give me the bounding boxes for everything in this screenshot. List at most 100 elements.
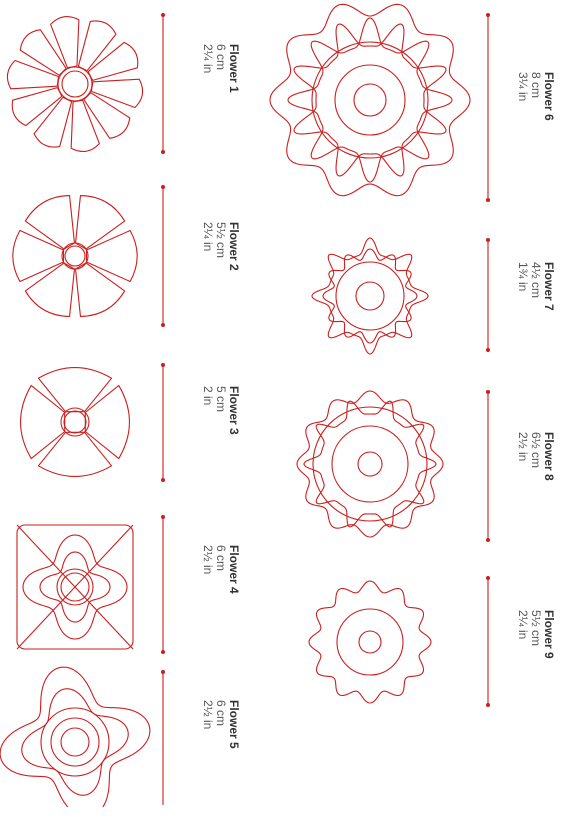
- petal: [90, 78, 144, 109]
- flower-7-label: Flower 7 4½ cm 1¾ in: [516, 262, 556, 402]
- flower-size-in: 2½ in: [201, 700, 215, 730]
- flower-3-shape: [20, 367, 130, 477]
- center-circle: [60, 572, 90, 602]
- petal: [37, 431, 113, 477]
- outer-lobe-shape: [0, 666, 151, 807]
- center-circle: [64, 245, 86, 267]
- flower-3-scale-bar: [161, 363, 165, 482]
- center-circle: [61, 70, 89, 98]
- ring-outer: [311, 41, 429, 159]
- petal: [50, 15, 80, 69]
- flower-size-in: 2½ in: [516, 432, 530, 462]
- flower-size-in: 2 in: [201, 386, 215, 406]
- center-ring: [61, 242, 89, 270]
- flower-name: Flower 3: [227, 386, 241, 435]
- flower-7-scale-bar: [486, 238, 490, 352]
- diagonal: [16, 524, 134, 650]
- petal: [85, 229, 138, 283]
- flower-3-label: Flower 3 5 cm 2 in: [201, 386, 241, 526]
- flower-size-in: 2¼ in: [201, 44, 215, 74]
- ring-middle: [334, 64, 406, 136]
- flower-1-label: Flower 1 6 cm 2¼ in: [201, 44, 241, 184]
- pointed-petal-layer: [287, 17, 453, 183]
- flower-2-shape: [12, 194, 138, 318]
- flower-1-scale-bar: [161, 13, 165, 154]
- outer-wavy-edge: [269, 3, 471, 197]
- petal: [12, 229, 65, 283]
- petal: [19, 29, 67, 76]
- flower-name: Flower 1: [227, 44, 241, 93]
- ring-middle: [331, 425, 409, 503]
- center-circle: [357, 451, 383, 477]
- flower-size-in: 1¾ in: [516, 262, 530, 292]
- flower-7-shape: [311, 237, 429, 355]
- petal: [33, 96, 73, 148]
- flower-name: Flower 6: [542, 72, 556, 121]
- center-ring: [60, 407, 90, 437]
- flower-size-cm: 6 cm: [214, 700, 228, 727]
- flower-size-cm: 5½ cm: [529, 610, 543, 647]
- flower-8-label: Flower 8 6½ cm 2½ in: [516, 432, 556, 572]
- flower-name: Flower 7: [542, 262, 556, 311]
- flower-name: Flower 9: [542, 610, 556, 659]
- center-circle: [353, 83, 387, 117]
- flower-8-shape: [296, 390, 444, 538]
- flower-size-cm: 6½ cm: [529, 432, 543, 469]
- flower-5-shape: [0, 666, 151, 807]
- outer-pointed-edge: [311, 237, 429, 355]
- ring-outer: [312, 406, 428, 522]
- center-circle: [63, 410, 87, 434]
- flower-size-cm: 4½ cm: [529, 262, 543, 299]
- petal: [24, 262, 76, 318]
- flower-name: Flower 5: [227, 700, 241, 749]
- flower-size-cm: 6 cm: [214, 44, 228, 71]
- flower-size-cm: 5½ cm: [214, 222, 228, 259]
- flower-9-scale-bar: [486, 576, 490, 707]
- ring-middle: [50, 717, 100, 767]
- flower-8-scale-bar: [486, 390, 490, 542]
- flower-1-shape: [6, 15, 144, 153]
- flower-name: Flower 2: [227, 222, 241, 271]
- flower-4-label: Flower 4 6 cm 2½ in: [201, 545, 241, 685]
- ring-outer: [40, 707, 110, 777]
- center-circle: [358, 630, 382, 654]
- wavy-layer: [322, 248, 418, 344]
- flower-size-in: 3¼ in: [516, 72, 530, 102]
- inner-lobed-shape: [39, 551, 111, 623]
- petal: [87, 41, 139, 81]
- ring-outer: [335, 261, 405, 331]
- pointed-petal-layer-offset: [293, 23, 447, 177]
- flower-size-in: 2¼ in: [516, 610, 530, 640]
- center-circle: [355, 281, 385, 311]
- pointed-layer: [303, 400, 437, 528]
- petal: [24, 194, 76, 250]
- petal: [74, 194, 126, 250]
- petal: [77, 20, 117, 72]
- petal: [11, 87, 63, 127]
- flower-5-label: Flower 5 6 cm 2½ in: [201, 700, 241, 840]
- outer-wavy-edge: [296, 390, 444, 538]
- outer-square: [16, 524, 134, 650]
- center-circle: [60, 727, 90, 757]
- flower-size-cm: 5 cm: [214, 386, 228, 413]
- flower-4-scale-bar: [161, 515, 165, 654]
- petal: [83, 92, 131, 139]
- center-ring: [57, 66, 93, 102]
- flower-size-cm: 8 cm: [529, 72, 543, 99]
- center-ring: [56, 568, 94, 606]
- petal: [37, 367, 113, 413]
- flower-2-label: Flower 2 5½ cm 2¼ in: [201, 222, 241, 362]
- flower-size-in: 2¼ in: [201, 222, 215, 252]
- inner-lobe-shape: [21, 688, 129, 796]
- flower-5-scale-bar: [161, 670, 165, 805]
- flower-6-label: Flower 6 8 cm 3¼ in: [516, 72, 556, 212]
- petal: [84, 384, 130, 460]
- flower-4-shape: [16, 524, 134, 650]
- flower-2-scale-bar: [161, 185, 165, 327]
- flower-name: Flower 8: [542, 432, 556, 481]
- flower-6-shape: [269, 3, 471, 197]
- flower-size-cm: 6 cm: [214, 545, 228, 572]
- petal: [74, 262, 126, 318]
- outer-lobed-shape: [22, 534, 128, 640]
- flower-size-in: 2½ in: [201, 545, 215, 575]
